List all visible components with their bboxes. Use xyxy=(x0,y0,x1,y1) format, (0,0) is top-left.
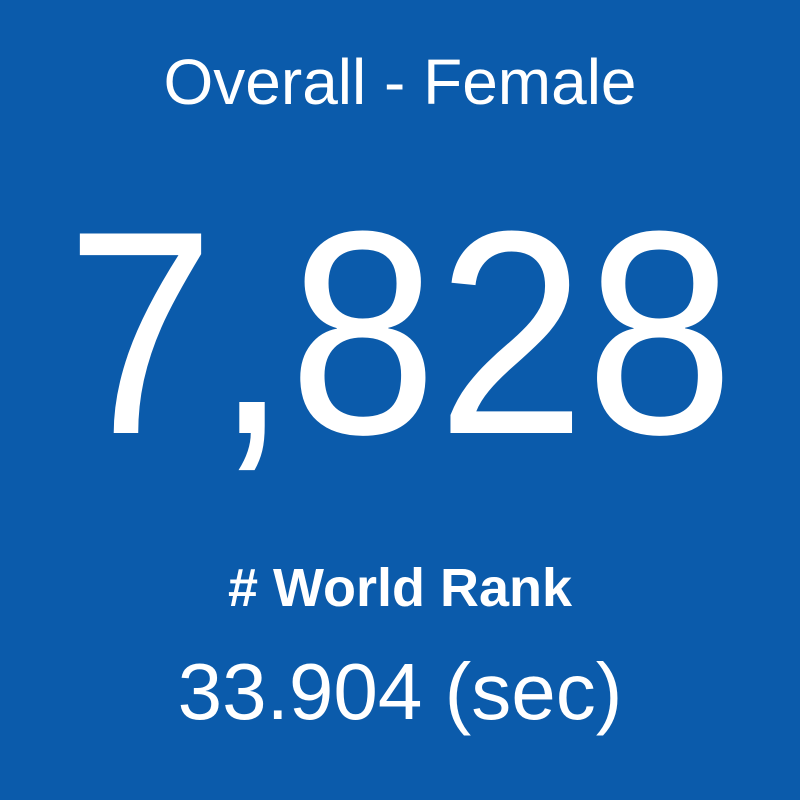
tile-detail: 33.904 (sec) xyxy=(177,647,623,736)
tile-label: # World Rank xyxy=(227,558,573,618)
tile-value: 7,828 xyxy=(66,171,734,495)
tile-title: Overall - Female xyxy=(163,46,637,118)
